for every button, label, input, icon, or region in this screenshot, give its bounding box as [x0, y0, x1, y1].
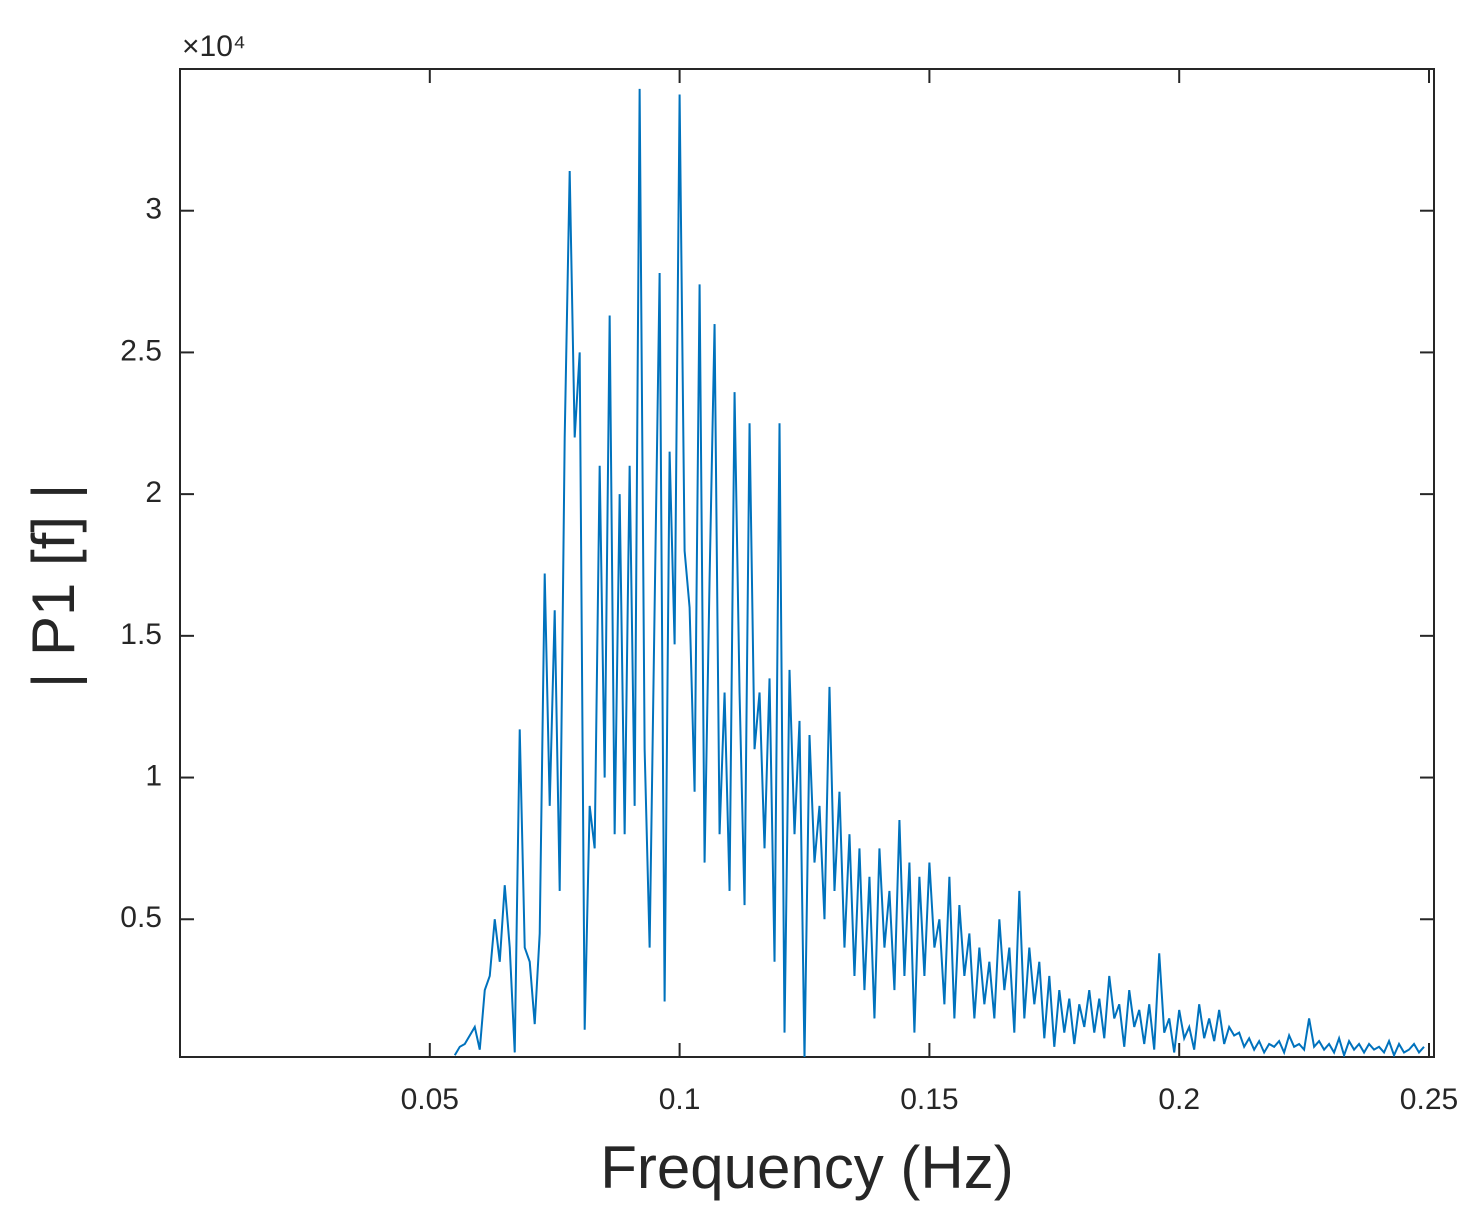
- y-exponent: ×10⁴: [182, 30, 246, 63]
- x-tick-label: 0.15: [900, 1083, 958, 1116]
- x-tick-label: 0.05: [401, 1083, 459, 1116]
- line-series: [453, 88, 1425, 1057]
- x-tick-label: 0.1: [659, 1083, 701, 1116]
- y-tick-label: 1: [145, 759, 162, 792]
- x-tick-label: 0.2: [1158, 1083, 1200, 1116]
- y-tick-label: 0.5: [120, 901, 162, 934]
- y-tick-label: 1.5: [120, 618, 162, 651]
- y-axis-label: | P1 [f] |: [20, 484, 87, 689]
- y-tick-label: 3: [145, 193, 162, 226]
- x-axis-label: Frequency (Hz): [600, 1134, 1013, 1201]
- y-tick-label: 2: [145, 476, 162, 509]
- y-tick-label: 2.5: [120, 334, 162, 367]
- x-tick-label: 0.25: [1400, 1083, 1458, 1116]
